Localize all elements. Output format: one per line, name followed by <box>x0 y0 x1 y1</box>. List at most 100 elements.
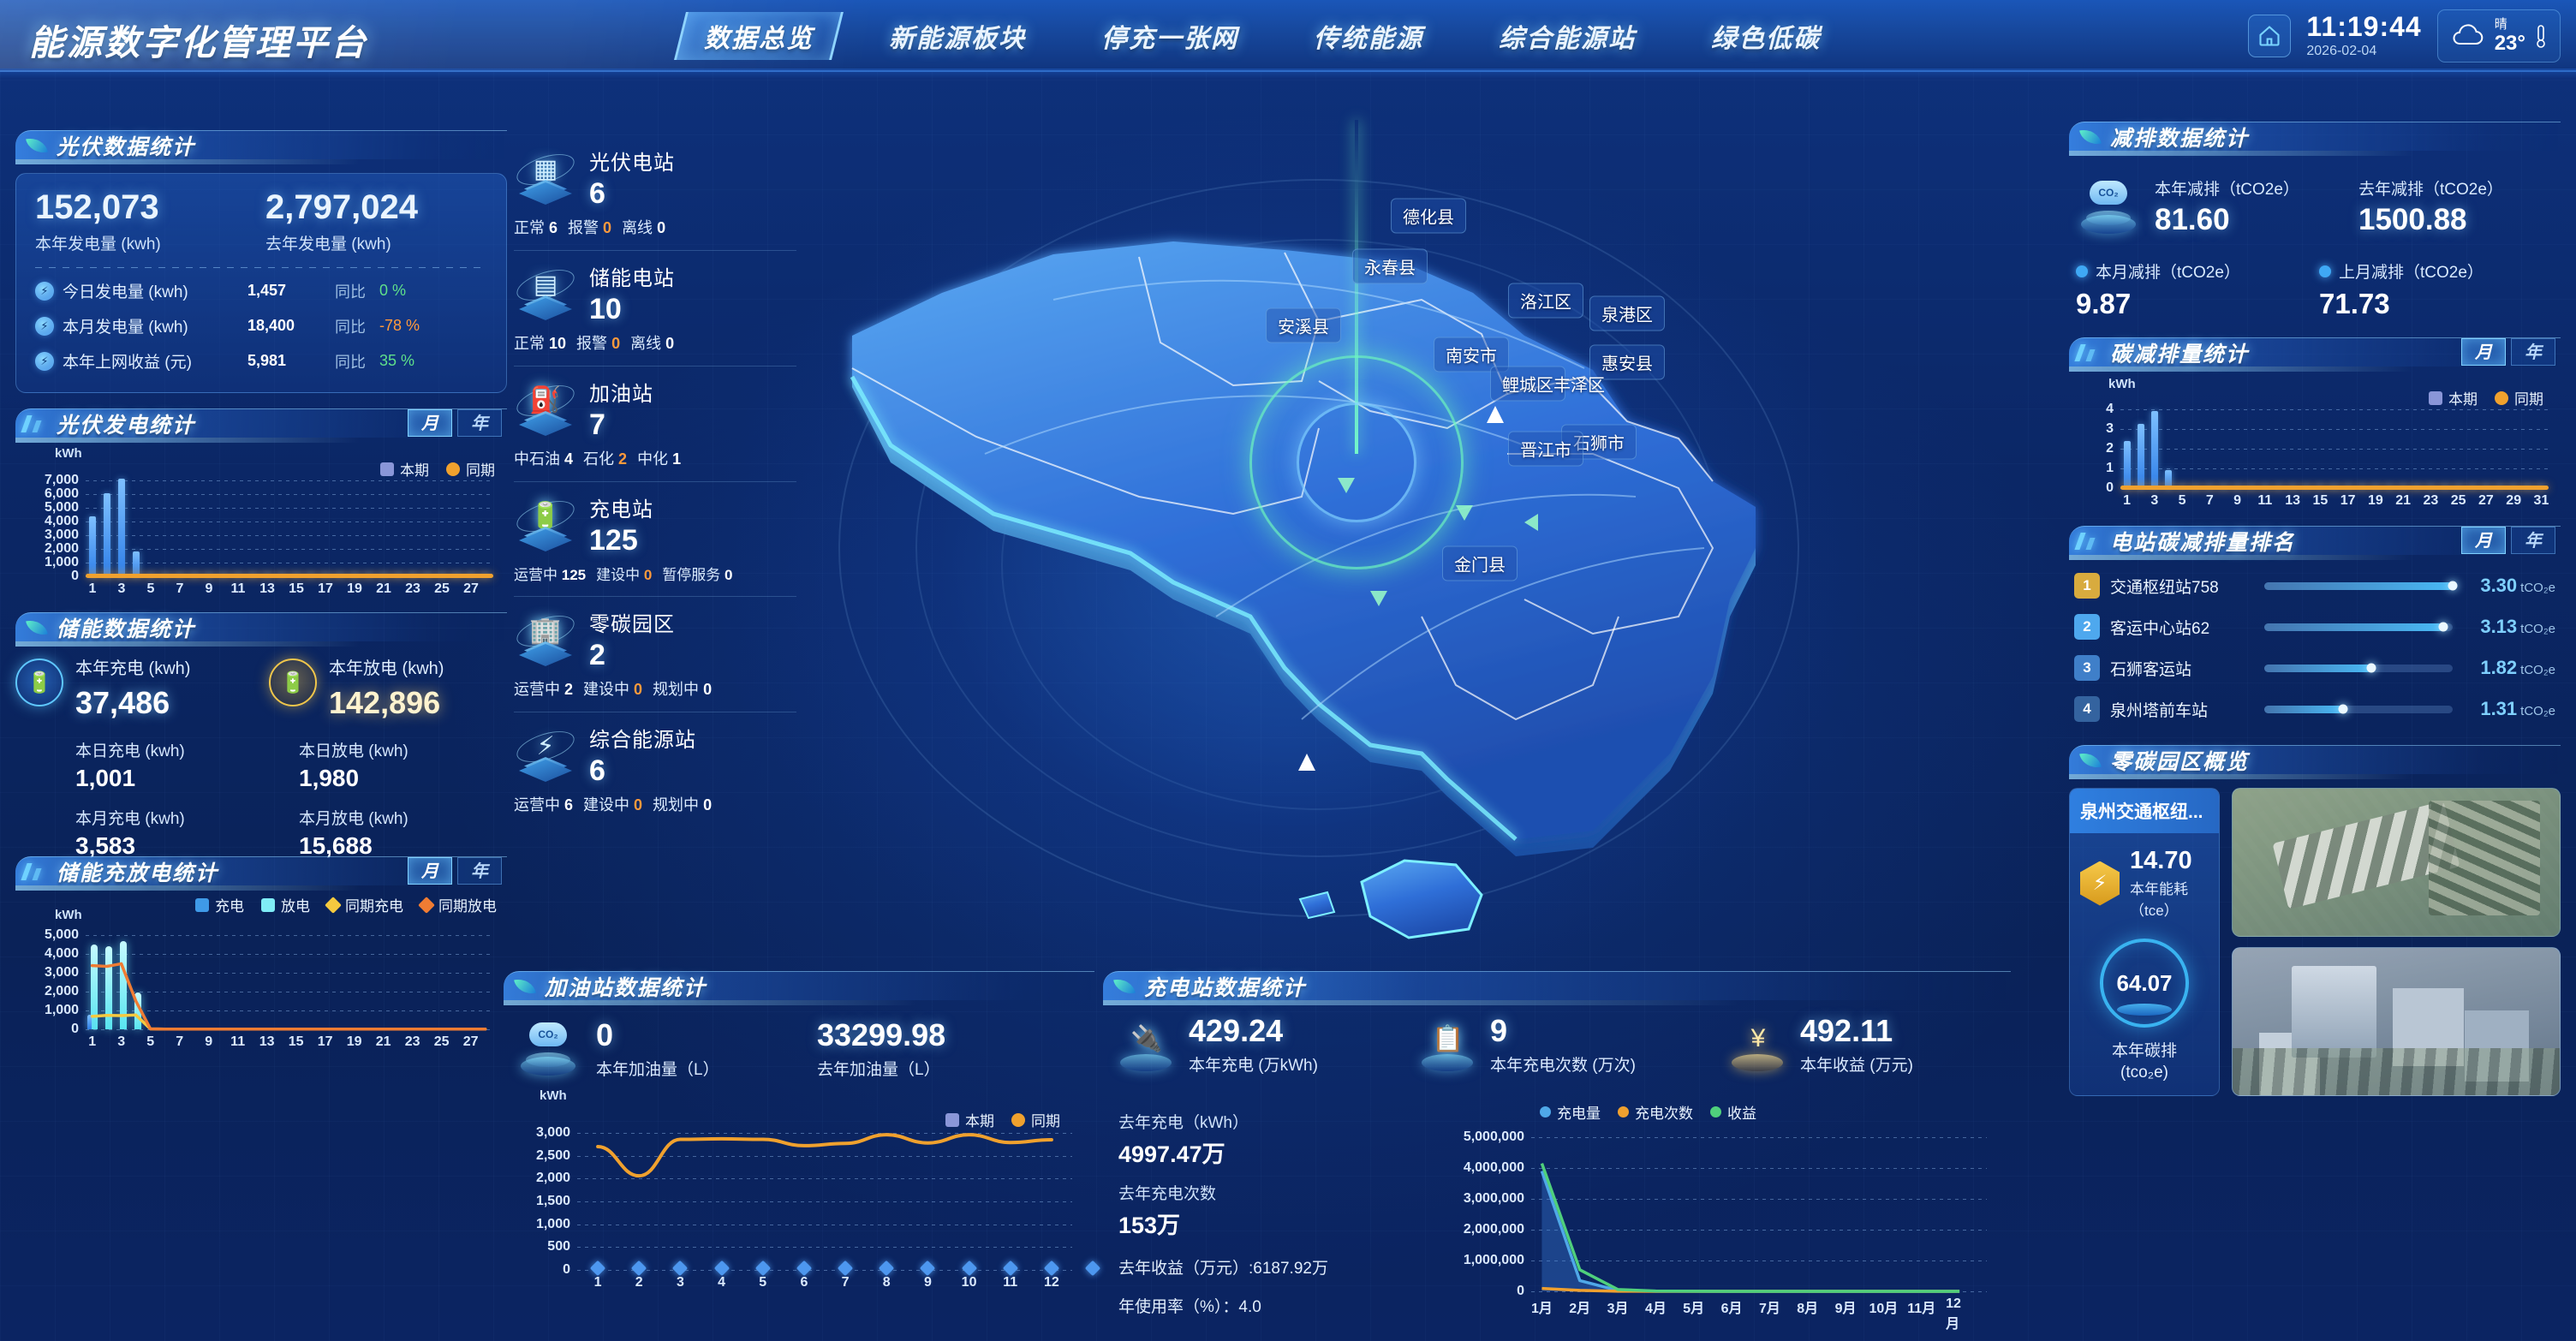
gridline <box>86 1010 493 1011</box>
map-label-quangang[interactable]: 泉港区 <box>1589 295 1665 331</box>
emission-stats-header: 减排数据统计 <box>2069 120 2561 156</box>
storage-charge-discharge-chart: kWh 充电 放电 同期充电 同期放电 0 1,000 2,000 3,000 4,00… <box>15 894 507 1049</box>
x-axis-tick: 7 <box>176 581 184 596</box>
station-meta-value: 6 <box>549 219 558 236</box>
map-label-jinmen[interactable]: 金门县 <box>1442 545 1518 581</box>
map-label-luojiang[interactable]: 洛江区 <box>1508 283 1583 319</box>
x-axis-tick: 9月 <box>1834 1302 1857 1316</box>
rank-row[interactable]: 1 交通枢纽站758 3.30 tCO₂e <box>2069 565 2561 606</box>
gridline <box>86 480 493 481</box>
home-button[interactable] <box>2248 15 2292 57</box>
storage-range-year[interactable]: 年 <box>457 857 502 885</box>
storage-year-discharge: 本年放电 (kwh) 142,896 <box>269 659 507 721</box>
chart-bar <box>103 493 111 576</box>
station-card-pv[interactable]: ▦ 光伏电站 6 正常 6 报警 0 离线 0 <box>513 135 796 250</box>
station-card-integrated-energy[interactable]: ⚡ 综合能源站 6 运营中 6 建设中 0 规划中 0 <box>513 712 796 827</box>
station-meta-label: 运营中 <box>514 567 558 583</box>
x-axis-tick: 21 <box>376 581 391 596</box>
park-overview: 泉州交通枢纽... ⚡ 14.70 本年能耗（tce） 64.07 本年碳排 (… <box>2069 788 2561 1097</box>
station-name: 综合能源站 <box>589 729 696 752</box>
chart-bar-discharge <box>134 992 141 1029</box>
fuel-monthly-chart: kWh 本期 同期 0 500 1,000 1,500 2,000 2,500 3,000 1… <box>504 1088 1101 1294</box>
storage-range-month[interactable]: 月 <box>408 857 452 885</box>
map-label-shishi[interactable]: 石狮市 <box>1561 424 1637 460</box>
map-label-yongchun[interactable]: 永春县 <box>1352 248 1428 284</box>
x-axis-tick: 21 <box>375 1034 391 1049</box>
tab-data-overview[interactable]: 数据总览 <box>685 10 832 62</box>
pv-range-year[interactable]: 年 <box>457 409 502 437</box>
station-meta-value: 6 <box>564 796 574 814</box>
charge-kpi-count-value: 9 <box>1490 1013 1508 1048</box>
pv-chart-range-toggle[interactable]: 月 年 <box>408 409 502 437</box>
aerial-city-block-photo[interactable] <box>2232 947 2561 1097</box>
pv-row-month-pct: -78 % <box>379 317 420 334</box>
pv-chart-legend: 本期 同期 <box>380 458 495 480</box>
x-axis-tick: 17 <box>317 1034 333 1049</box>
park-kpi-card[interactable]: 泉州交通枢纽... ⚡ 14.70 本年能耗（tce） 64.07 本年碳排 (… <box>2069 788 2220 1097</box>
storage-stats-header: 储能数据统计 <box>15 611 507 647</box>
rank-row[interactable]: 4 泉州塔前车站 1.31 tCO₂e <box>2069 688 2561 730</box>
carbon-range-year[interactable]: 年 <box>2511 338 2555 366</box>
pv-range-month[interactable]: 月 <box>408 409 452 437</box>
pv-row-month-value: 18,400 <box>247 317 295 334</box>
emission-month-label: 本月减排（tCO2e） <box>2096 264 2240 282</box>
tab-green-low-carbon[interactable]: 绿色低碳 <box>1711 25 1821 53</box>
map-label-nanan[interactable]: 南安市 <box>1434 337 1509 372</box>
rank-progress <box>2264 622 2453 632</box>
map-label-huian[interactable]: 惠安县 <box>1589 344 1665 380</box>
rank-station-name: 交通枢纽站758 <box>2110 578 2219 597</box>
clock-time: 11:19:44 <box>2306 11 2422 42</box>
map-label-fengze[interactable]: 丰泽区 <box>1553 376 1605 396</box>
chart-bar-discharge <box>119 941 127 1029</box>
tab-integrated-energy-station[interactable]: 综合能源站 <box>1499 25 1636 53</box>
station-meta-value: 10 <box>549 335 567 352</box>
emission-top-row: CO₂ 本年减排（tCO2e） 81.60 去年减排（tCO2e） 1500.8… <box>2069 176 2561 237</box>
y-axis-tick: 4,000 <box>44 514 79 528</box>
map-label-anxi[interactable]: 安溪县 <box>1266 307 1341 343</box>
y-axis-tick: 3 <box>2106 421 2114 436</box>
station-card-zero-carbon-park[interactable]: 🏢 零碳园区 2 运营中 2 建设中 0 规划中 0 <box>513 596 796 712</box>
station-meta-label: 建设中 <box>583 681 630 698</box>
station-card-charging[interactable]: 🔋 充电站 125 运营中 125 建设中 0 暂停服务 0 <box>513 481 796 596</box>
map-label-dehua[interactable]: 德化县 <box>1391 198 1466 234</box>
rank-row[interactable]: 2 客运中心站62 3.13 tCO₂e <box>2069 606 2561 647</box>
gridline <box>577 1247 1072 1249</box>
y-axis-tick: 2,000,000 <box>1463 1222 1524 1237</box>
station-card-gas[interactable]: ⛽ 加油站 7 中石油 4 石化 2 中化 1 <box>513 366 796 481</box>
carbon-chart-title: 碳减排量统计 <box>2110 343 2250 367</box>
y-axis-tick: 1,000 <box>44 555 79 569</box>
chart-bar-charge <box>86 1014 92 1029</box>
y-axis-tick: 0 <box>563 1262 570 1277</box>
x-axis-tick: 12 <box>1044 1275 1059 1290</box>
rank-range-month[interactable]: 月 <box>2461 527 2506 554</box>
station-meta-label: 报警 <box>576 335 608 352</box>
aerial-transport-hub-photo[interactable] <box>2232 788 2561 938</box>
map-label-licheng[interactable]: 鲤城区 <box>1490 366 1565 402</box>
storage-chart-range-toggle[interactable]: 月 年 <box>408 857 502 885</box>
station-meta-value: 125 <box>561 567 587 583</box>
rank-progress <box>2264 581 2458 591</box>
pv-chart-unit: kWh <box>55 446 82 461</box>
x-axis-tick: 1 <box>2123 493 2132 508</box>
y-axis-tick: 2,000 <box>535 1171 570 1186</box>
pv-row-month-cmp: 同比 <box>335 318 366 336</box>
park-carbon-label-2: (tco₂e) <box>2120 1063 2168 1082</box>
tab-traditional-energy[interactable]: 传统能源 <box>1314 25 1423 53</box>
rank-range-year[interactable]: 年 <box>2511 527 2555 554</box>
station-card-storage[interactable]: ▤ 储能电站 10 正常 10 报警 0 离线 0 <box>513 250 796 366</box>
pv-lastyear-value: 2,797,024 <box>265 188 418 226</box>
document-list-icon: 📋 <box>1418 1018 1478 1073</box>
rank-range-toggle[interactable]: 月 年 <box>2461 527 2555 554</box>
tab-parking-charging-net[interactable]: 停充一张网 <box>1101 25 1238 53</box>
carbon-range-month[interactable]: 月 <box>2461 338 2506 366</box>
fuel-chart-unit: kWh <box>540 1088 567 1103</box>
map-label-jinjiang[interactable]: 晋江市 <box>1508 431 1583 467</box>
map-focus-halo <box>1249 355 1464 569</box>
emission-month-value: 9.87 <box>2076 288 2132 319</box>
charge-kpi-energy-value: 429.24 <box>1189 1013 1284 1048</box>
tab-new-energy[interactable]: 新能源板块 <box>889 25 1026 53</box>
carbon-chart-range-toggle[interactable]: 月 年 <box>2461 338 2555 366</box>
quanzhou-map[interactable]: 德化县 永春县 安溪县 洛江区 泉港区 南安市 惠安县 鲤城区 丰泽区 石狮市 … <box>771 86 1884 993</box>
thermometer-icon <box>2537 25 2545 48</box>
rank-row[interactable]: 3 石狮客运站 1.82 tCO₂e <box>2069 647 2561 688</box>
